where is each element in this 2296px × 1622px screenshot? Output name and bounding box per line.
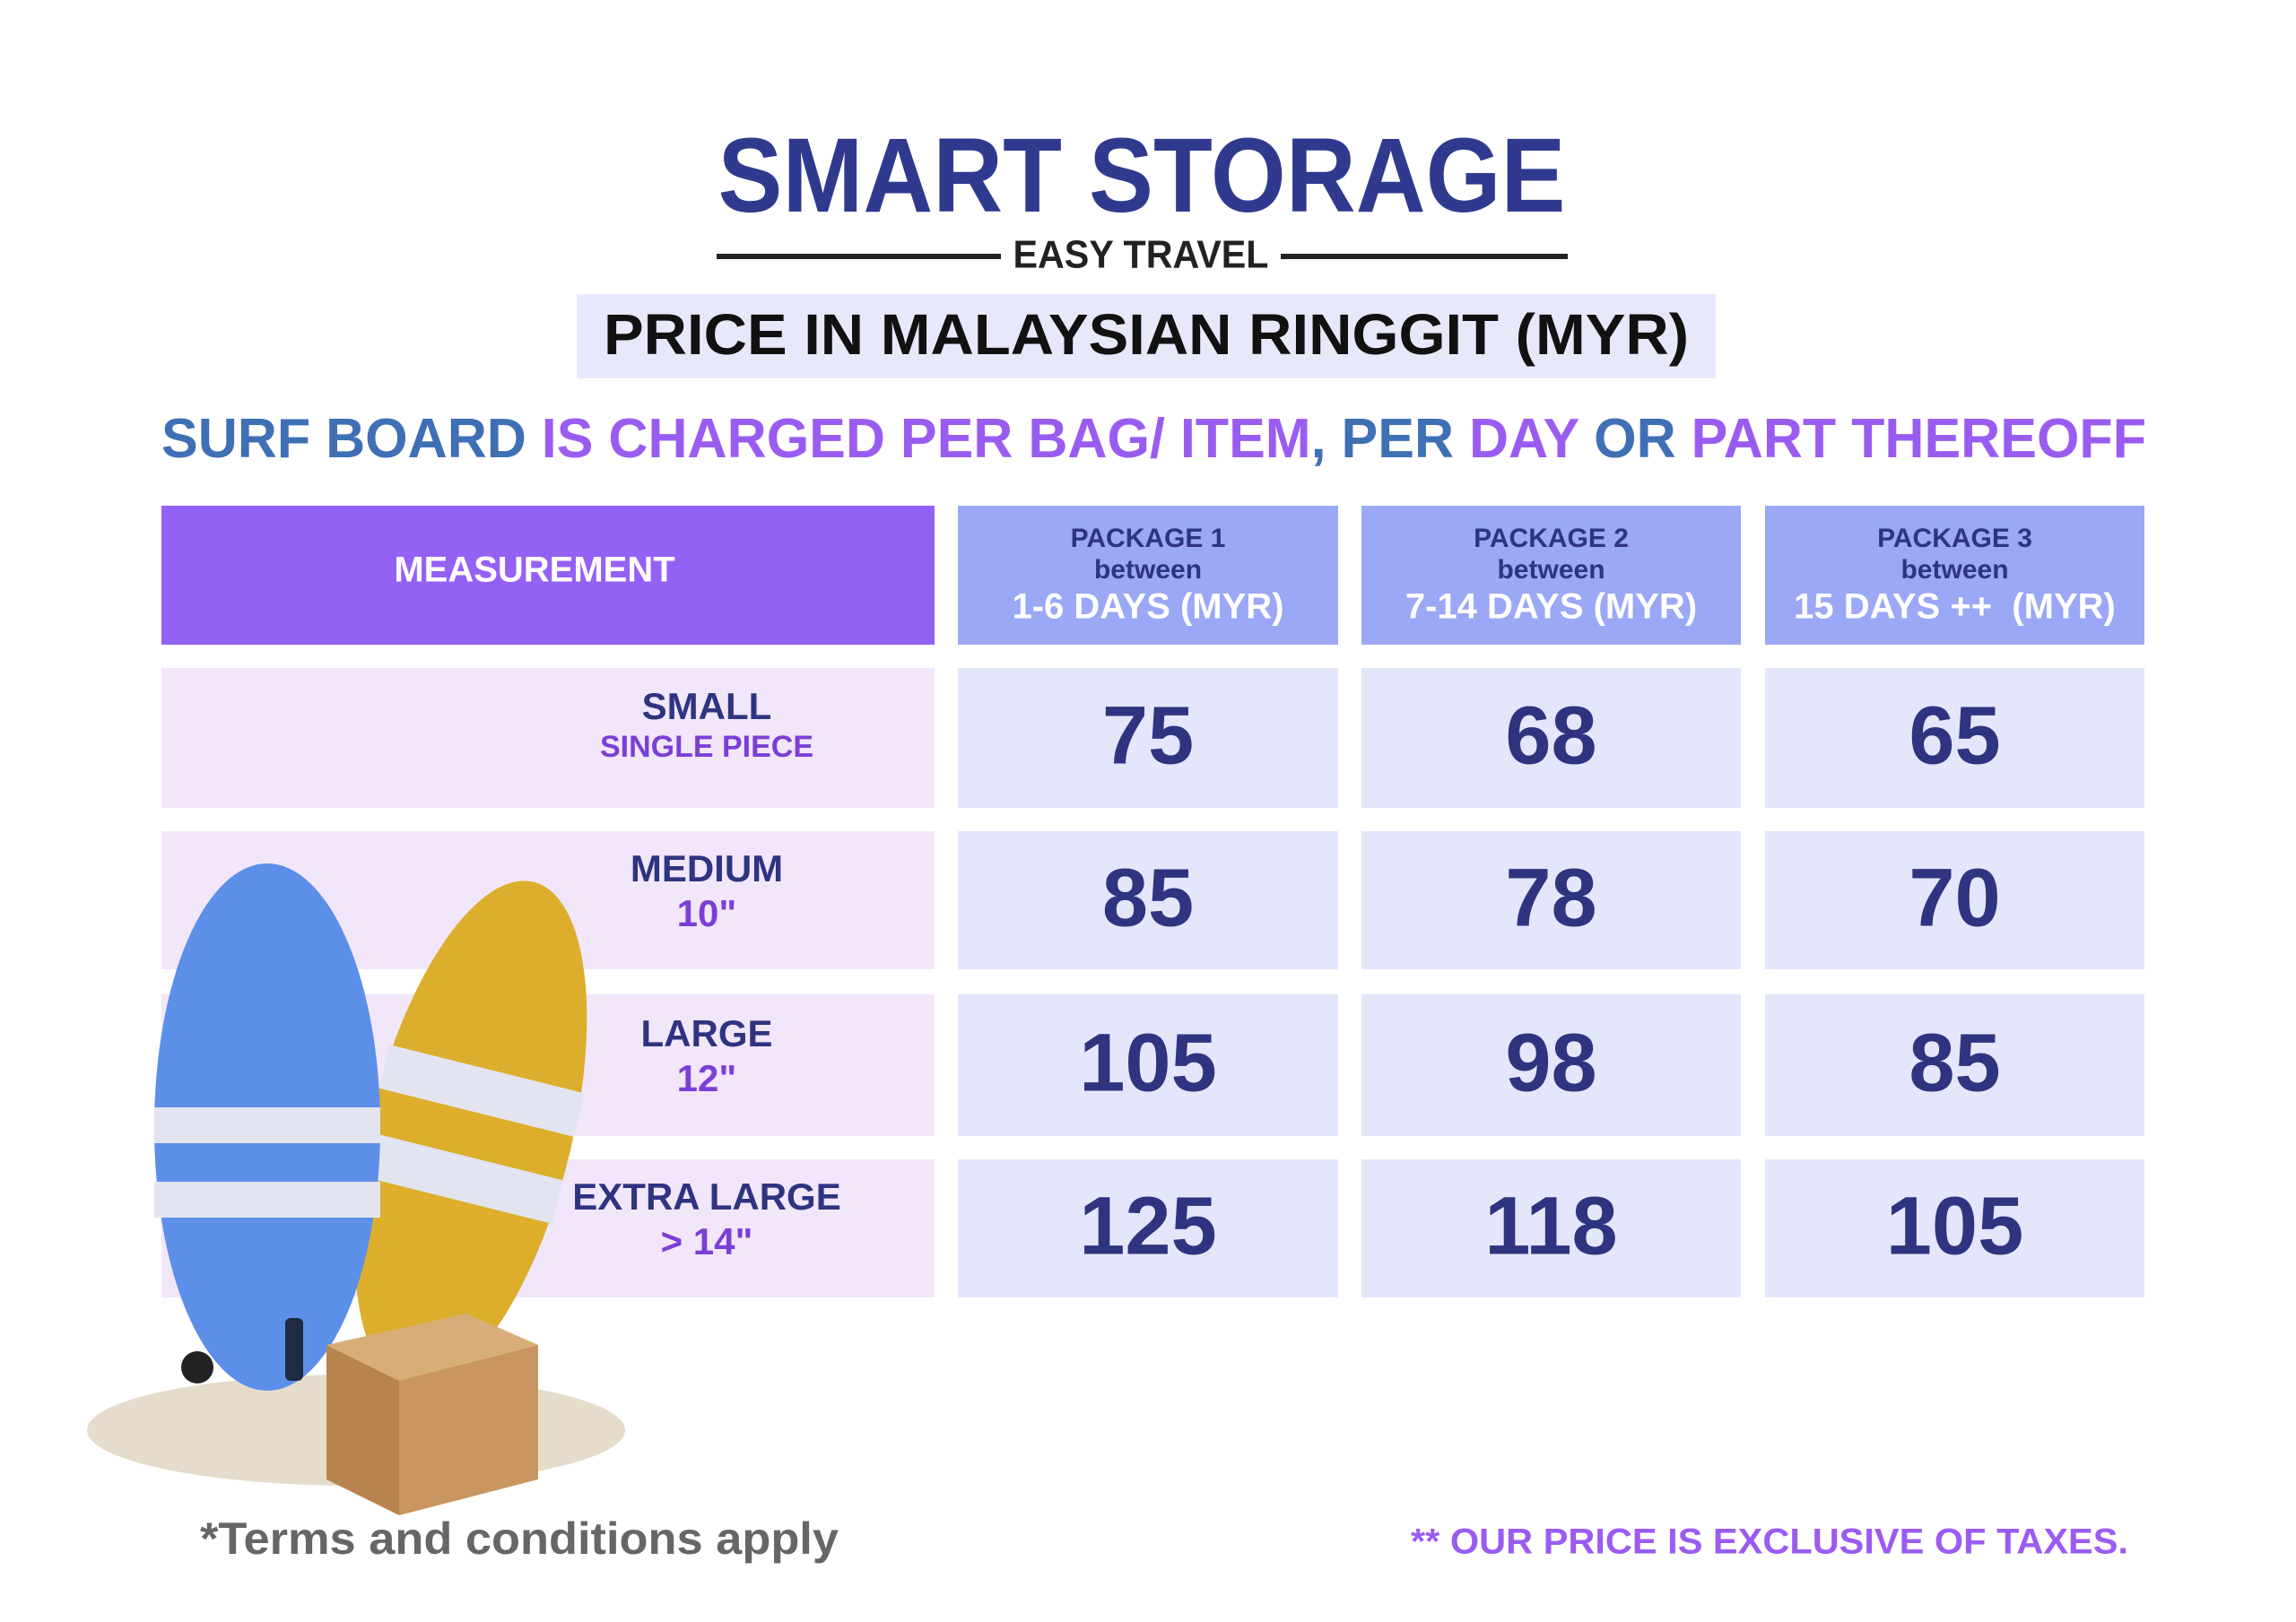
- package-name: PACKAGE 2: [1474, 524, 1629, 553]
- price-cell: [1765, 994, 2144, 1136]
- box-top: [326, 1314, 538, 1381]
- board-stripe: [154, 1182, 380, 1218]
- price-cell: [1361, 831, 1741, 969]
- price: 78: [1505, 852, 1596, 943]
- price: 85: [1102, 852, 1194, 943]
- price-cell: [958, 994, 1338, 1136]
- price: 118: [1484, 1180, 1617, 1271]
- headline-segment: IS CHARGED PER BAG/ ITEM: [542, 408, 1311, 470]
- price: 70: [1909, 852, 2000, 943]
- size-detail: 12": [677, 1057, 737, 1099]
- price-cell: [958, 1159, 1338, 1297]
- package-between: between: [1094, 555, 1202, 585]
- board-stripe: [357, 1132, 563, 1224]
- headline-segment: PART THEREOFF: [1692, 408, 2146, 470]
- tax-note: ** OUR PRICE IS EXCLUSIVE OF TAXES.: [1411, 1522, 2128, 1562]
- price-cell: [958, 831, 1338, 969]
- price-cell: [1361, 1159, 1741, 1297]
- price: 98: [1505, 1017, 1596, 1108]
- board-stripe: [154, 1107, 380, 1143]
- package-days: 1-6 DAYS (MYR): [1012, 587, 1283, 627]
- price: 105: [1886, 1180, 2024, 1271]
- logo-name: SMART STORAGE: [718, 117, 1566, 235]
- package-days: 15 DAYS ++ (MYR): [1794, 587, 2116, 627]
- package-header-cell: [1765, 506, 2144, 645]
- measurement-header: MEASUREMENT: [394, 551, 674, 590]
- size-label: MEDIUM: [631, 847, 783, 889]
- headline: SURF BOARD IS CHARGED PER BAG/ ITEM, PER…: [161, 408, 2146, 470]
- price-cell: [1765, 831, 2144, 969]
- measurement-header-cell: [161, 506, 935, 645]
- price-note: PRICE IN MALAYSIAN RINGGIT (MYR): [604, 302, 1689, 367]
- price-cell: [958, 668, 1338, 808]
- package-between: between: [1900, 555, 2008, 585]
- package-header-cell: [1361, 506, 1741, 645]
- size-detail: > 14": [661, 1220, 753, 1262]
- rock: [181, 1351, 213, 1383]
- board-fin: [285, 1318, 303, 1381]
- size-label: SMALL: [642, 685, 772, 727]
- headline-segment: DAY: [1469, 408, 1579, 470]
- price: 125: [1079, 1180, 1217, 1271]
- size-detail: SINGLE PIECE: [600, 730, 813, 764]
- package-days: 7-14 DAYS (MYR): [1405, 587, 1697, 627]
- size-detail: 10": [677, 892, 737, 934]
- price: 85: [1909, 1017, 2000, 1108]
- surfboard-illustration: [87, 863, 625, 1515]
- price-cell: [1361, 994, 1741, 1136]
- size-label: EXTRA LARGE: [572, 1175, 840, 1218]
- package-name: PACKAGE 3: [1877, 524, 2032, 553]
- terms: *Terms and conditions apply: [200, 1514, 839, 1564]
- logo-tagline: EASY TRAVEL: [1013, 233, 1269, 277]
- headline-segment: , PER: [1311, 408, 1469, 470]
- price: 68: [1505, 690, 1596, 781]
- box-side: [326, 1345, 399, 1515]
- price: 75: [1102, 690, 1194, 781]
- price-cell: [1765, 1159, 2144, 1297]
- price-note-box: [577, 294, 1716, 378]
- package-header-cell: [958, 506, 1338, 645]
- board-stripe: [378, 1045, 585, 1137]
- price-cell: [1765, 668, 2144, 808]
- yellow-board: [354, 880, 587, 1388]
- box-front: [399, 1345, 538, 1515]
- size-label: LARGE: [641, 1012, 773, 1054]
- package-name: PACKAGE 1: [1071, 524, 1226, 553]
- price: 65: [1909, 690, 2000, 781]
- package-between: between: [1497, 555, 1605, 585]
- price-cell: [1361, 668, 1741, 808]
- measurement-cell: [161, 668, 935, 808]
- headline-segment: SURF BOARD: [161, 408, 542, 470]
- headline-segment: OR: [1578, 408, 1691, 470]
- price: 105: [1079, 1017, 1217, 1108]
